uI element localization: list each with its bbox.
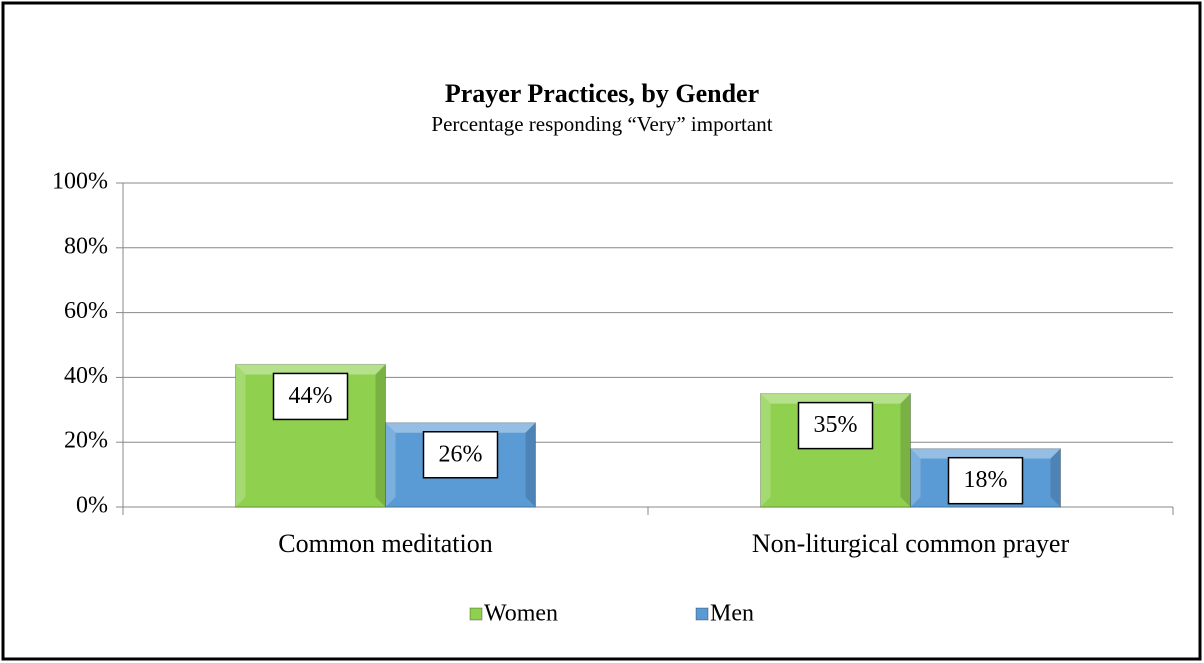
y-tick-label: 40% bbox=[64, 363, 108, 389]
chart-title: Prayer Practices, by Gender bbox=[445, 79, 759, 108]
bar-bevel bbox=[910, 448, 1061, 459]
bar-bevel bbox=[525, 422, 536, 507]
bar-bevel bbox=[375, 364, 386, 507]
bar-bevel bbox=[235, 364, 386, 375]
data-label-box bbox=[797, 401, 874, 450]
data-label-box bbox=[272, 372, 349, 421]
bar-bevel bbox=[910, 448, 921, 507]
x-tick-label: Non-liturgical common prayer bbox=[752, 529, 1070, 558]
y-tick-label: 80% bbox=[64, 233, 108, 259]
y-tick-label: 100% bbox=[52, 169, 108, 195]
y-tick-label: 0% bbox=[76, 493, 108, 519]
legend-label: Men bbox=[710, 601, 754, 627]
data-label-box bbox=[422, 431, 499, 479]
chart-subtitle: Percentage responding “Very” important bbox=[431, 112, 772, 136]
bar-bevel bbox=[385, 422, 536, 433]
data-label: 26% bbox=[439, 441, 483, 467]
bar-bevel bbox=[385, 422, 396, 507]
data-label: 35% bbox=[814, 412, 858, 438]
y-tick-label: 20% bbox=[64, 428, 108, 454]
legend-swatch bbox=[695, 607, 709, 621]
legend-label: Women bbox=[484, 601, 558, 627]
bar-bevel bbox=[235, 364, 246, 507]
bar-bevel bbox=[760, 393, 911, 404]
data-label: 44% bbox=[289, 383, 333, 409]
bar-bevel bbox=[1050, 448, 1061, 507]
bar-bevel bbox=[760, 393, 771, 507]
x-tick-label: Common meditation bbox=[278, 529, 493, 558]
data-label: 18% bbox=[964, 467, 1008, 493]
data-label-box bbox=[947, 456, 1024, 505]
legend-swatch bbox=[469, 607, 483, 621]
bar-bevel bbox=[900, 393, 911, 507]
y-tick-label: 60% bbox=[64, 298, 108, 324]
